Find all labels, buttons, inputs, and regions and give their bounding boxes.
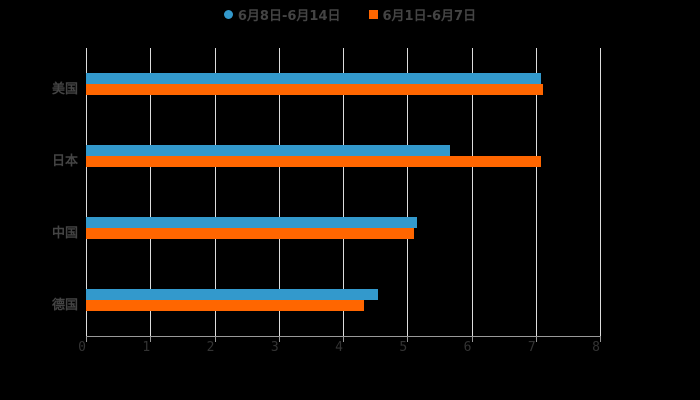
bar[interactable] <box>86 156 541 167</box>
y-category-label: 中国 <box>40 222 78 241</box>
chart-legend: 6月8日-6月14日 6月1日-6月7日 <box>0 4 700 24</box>
x-tick-label: 1 <box>136 340 156 355</box>
y-category-label: 德国 <box>40 294 78 313</box>
x-tick-label: 2 <box>201 340 221 355</box>
x-tick-label: 0 <box>72 340 92 355</box>
y-category-label: 日本 <box>40 150 78 169</box>
bar[interactable] <box>86 84 543 95</box>
gridline <box>600 48 601 336</box>
x-axis-line <box>86 336 601 337</box>
x-tick-label: 7 <box>522 340 542 355</box>
bar[interactable] <box>86 228 414 239</box>
legend-item-series-2[interactable]: 6月1日-6月7日 <box>369 4 477 24</box>
x-tick-label: 5 <box>393 340 413 355</box>
y-category-label: 美国 <box>40 78 78 97</box>
legend-label: 6月8日-6月14日 <box>238 5 341 24</box>
bar[interactable] <box>86 289 378 300</box>
bar[interactable] <box>86 145 450 156</box>
x-tick-label: 3 <box>265 340 285 355</box>
x-tick-label: 8 <box>586 340 606 355</box>
legend-circle-icon <box>224 10 233 19</box>
plot-area <box>86 48 600 336</box>
legend-item-series-1[interactable]: 6月8日-6月14日 <box>224 4 341 24</box>
bar[interactable] <box>86 300 364 311</box>
legend-label: 6月1日-6月7日 <box>383 5 477 24</box>
legend-square-icon <box>369 10 378 19</box>
x-tick-label: 6 <box>458 340 478 355</box>
bar[interactable] <box>86 73 541 84</box>
x-tick-label: 4 <box>329 340 349 355</box>
bar[interactable] <box>86 217 417 228</box>
